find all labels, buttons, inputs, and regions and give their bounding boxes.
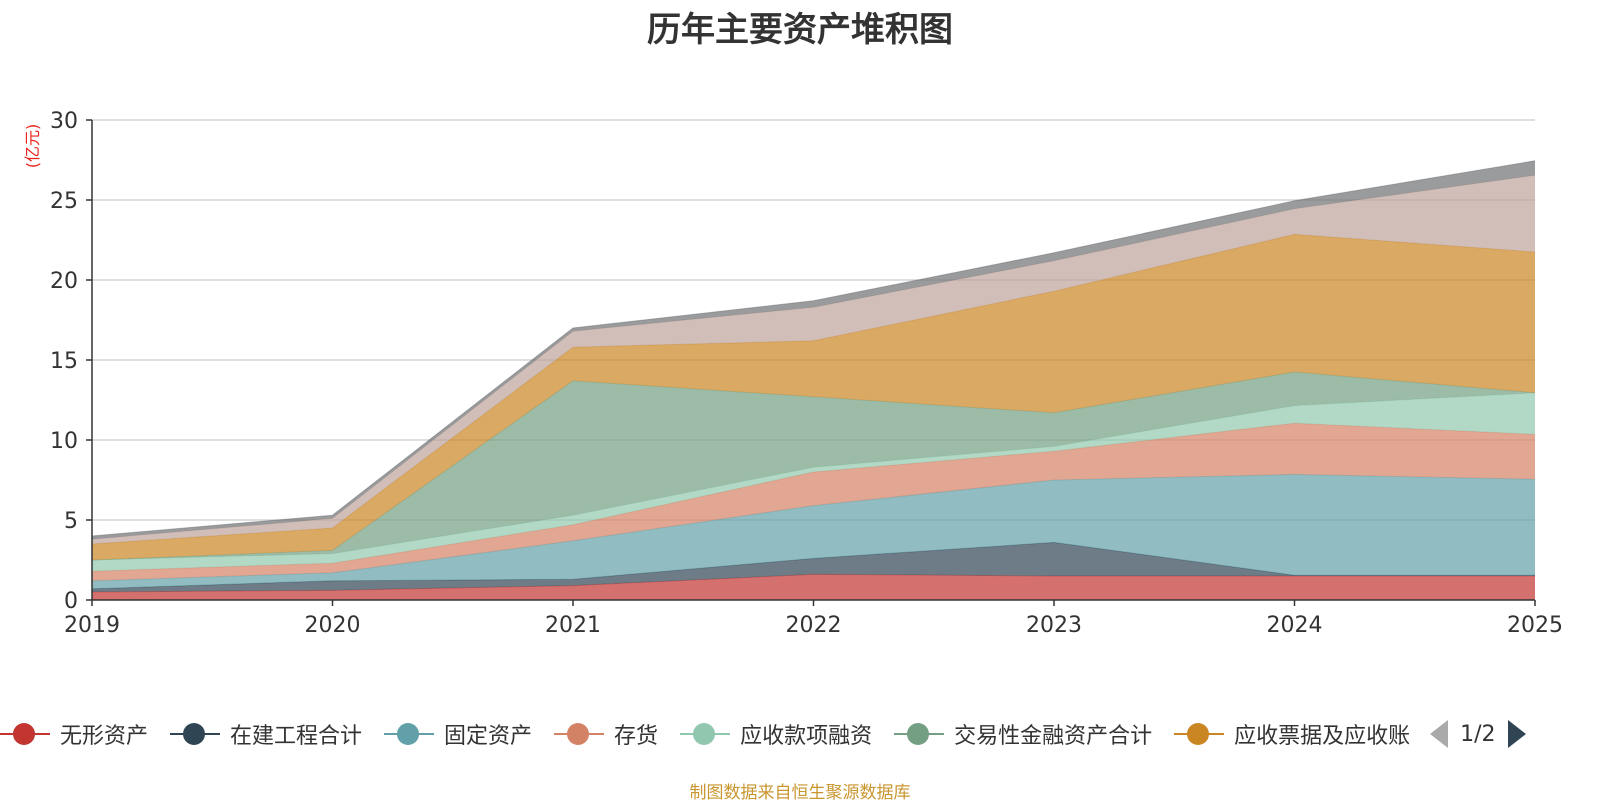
legend-label: 应收票据及应收账 — [1234, 724, 1411, 749]
area-series-7 — [92, 175, 1535, 544]
legend-pager: 1/2 — [1430, 720, 1526, 748]
legend-item-0[interactable]: 无形资产 — [0, 718, 148, 750]
legend-item-4[interactable]: 应收款项融资 — [680, 718, 872, 750]
legend-item-5[interactable]: 交易性金融资产合计 — [894, 718, 1152, 750]
legend-label: 无形资产 — [60, 724, 149, 749]
x-tick-label-2025: 2025 — [1507, 613, 1563, 638]
x-tick-label-2022: 2022 — [786, 613, 842, 638]
area-series-0 — [92, 574, 1535, 600]
x-tick-label-2024: 2024 — [1267, 613, 1323, 638]
y-tick-label-15: 15 — [50, 349, 78, 374]
legend-marker-icon — [680, 722, 731, 746]
x-tick-label-2020: 2020 — [305, 613, 361, 638]
y-tick-label-25: 25 — [50, 189, 78, 214]
x-tick-label-2023: 2023 — [1026, 613, 1082, 638]
legend: 无形资产 在建工程合计 固定资产 存货 应收款项融资 交易性金融资产合计 应收票据及应收账 … — [0, 714, 1526, 754]
area-series-5 — [92, 372, 1535, 560]
legend-marker-icon — [384, 722, 435, 746]
legend-marker-icon — [0, 722, 50, 746]
area-series-4 — [92, 392, 1535, 572]
x-tick-label-2019: 2019 — [64, 613, 120, 638]
area-series-6 — [92, 234, 1535, 560]
x-tick-label-2021: 2021 — [545, 613, 601, 638]
legend-item-2[interactable]: 固定资产 — [384, 718, 532, 750]
legend-label: 固定资产 — [444, 724, 533, 749]
y-tick-label-0: 0 — [64, 589, 78, 614]
legend-label: 在建工程合计 — [230, 724, 363, 749]
legend-marker-icon — [554, 722, 605, 746]
legend-item-3[interactable]: 存货 — [554, 718, 658, 750]
data-source-note: 制图数据来自恒生聚源数据库 — [689, 783, 911, 803]
area-series-3 — [92, 423, 1535, 581]
legend-items: 无形资产 在建工程合计 固定资产 存货 应收款项融资 交易性金融资产合计 应收票据及应收账 — [0, 718, 1432, 750]
line-series-8 — [91, 160, 1536, 537]
legend-item-1[interactable]: 在建工程合计 — [170, 718, 362, 750]
y-axis-unit-label: (亿元) — [23, 124, 42, 169]
legend-prev-page-icon[interactable] — [1430, 720, 1449, 748]
y-tick-label-30: 30 — [50, 109, 78, 134]
y-tick-label-5: 5 — [64, 509, 78, 534]
y-tick-label-10: 10 — [50, 429, 78, 454]
y-tick-label-20: 20 — [50, 269, 78, 294]
legend-next-page-icon[interactable] — [1507, 720, 1526, 748]
legend-label: 存货 — [614, 724, 659, 749]
legend-marker-icon — [170, 722, 221, 746]
legend-marker-icon — [894, 722, 945, 746]
legend-item-6[interactable]: 应收票据及应收账 — [1174, 718, 1410, 750]
legend-label: 应收款项融资 — [740, 724, 873, 749]
legend-label: 交易性金融资产合计 — [954, 724, 1153, 749]
chart-title: 历年主要资产堆积图 — [647, 10, 953, 50]
legend-marker-icon — [1174, 722, 1225, 746]
legend-page-indicator: 1/2 — [1460, 721, 1496, 747]
area-series-1 — [92, 542, 1535, 592]
area-series-2 — [92, 474, 1535, 589]
